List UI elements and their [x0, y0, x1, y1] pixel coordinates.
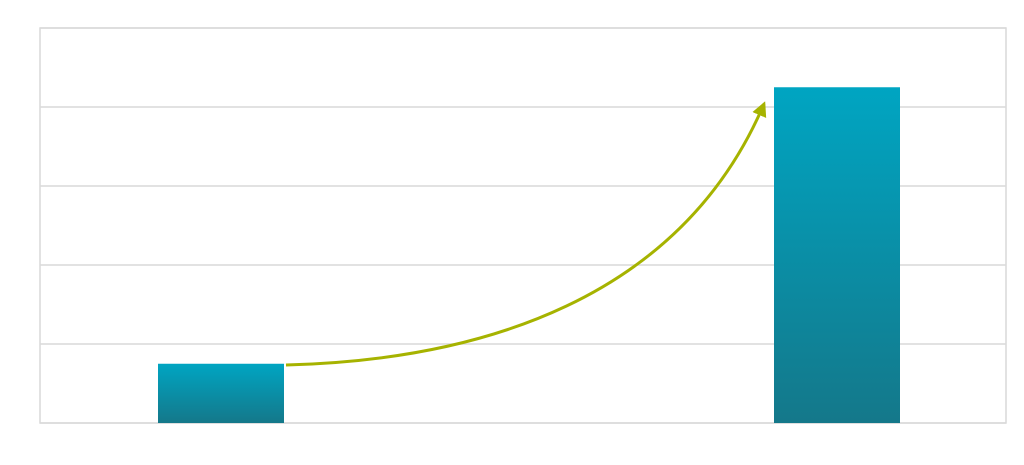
bars — [158, 87, 900, 423]
bar — [774, 87, 900, 423]
bar — [158, 363, 284, 423]
growth-arrow — [285, 101, 767, 367]
